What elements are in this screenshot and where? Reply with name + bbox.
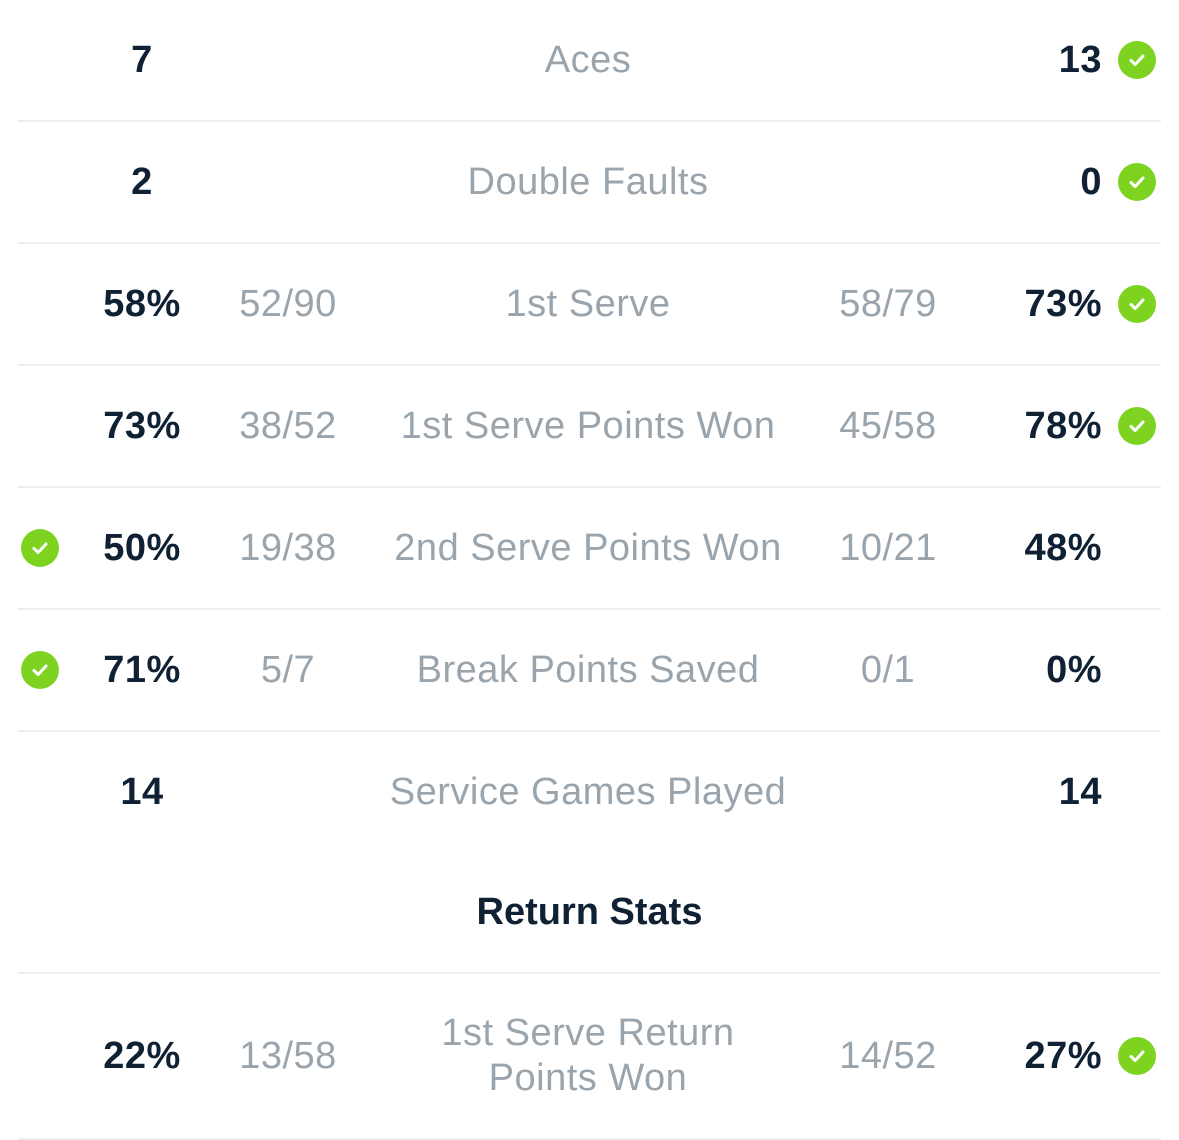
stat-label: Aces xyxy=(544,38,632,81)
right-player-value: 0 xyxy=(1080,160,1102,203)
stat-row-break-points-saved: 71% 5/7 Break Points Saved 0/1 0% xyxy=(18,610,1161,732)
right-player-value: 14 xyxy=(1058,770,1102,813)
left-player-value: 2 xyxy=(131,160,153,203)
right-player-detail: 45/58 xyxy=(839,404,937,447)
right-player-value: 78% xyxy=(1024,404,1102,447)
left-player-value: 73% xyxy=(103,404,181,447)
left-player-value: 58% xyxy=(103,282,181,325)
check-circle-icon xyxy=(1118,163,1156,201)
right-player-detail: 10/21 xyxy=(839,526,937,569)
right-player-detail: 58/79 xyxy=(839,282,937,325)
right-player-detail: 14/52 xyxy=(839,1034,937,1077)
stat-label: 1st Serve xyxy=(505,282,671,325)
stat-row-first-serve-points-won: 73% 38/52 1st Serve Points Won 45/58 78% xyxy=(18,366,1161,488)
right-player-value: 73% xyxy=(1024,282,1102,325)
stat-row-second-serve-points-won: 50% 19/38 2nd Serve Points Won 10/21 48% xyxy=(18,488,1161,610)
stat-label-line-2: Points Won xyxy=(488,1057,688,1099)
left-player-value: 50% xyxy=(103,526,181,569)
check-circle-icon xyxy=(1118,1037,1156,1075)
left-player-value: 14 xyxy=(120,770,164,813)
right-player-value: 48% xyxy=(1024,526,1102,569)
right-player-value: 27% xyxy=(1024,1034,1102,1077)
stat-label-line-1: 1st Serve Return xyxy=(441,1012,735,1054)
left-player-detail: 19/38 xyxy=(239,526,337,569)
left-player-detail: 52/90 xyxy=(239,282,337,325)
left-player-value: 7 xyxy=(131,38,153,81)
check-circle-icon xyxy=(21,651,59,689)
stat-row-first-serve: 58% 52/90 1st Serve 58/79 73% xyxy=(18,244,1161,366)
right-player-value: 0% xyxy=(1046,648,1102,691)
stat-row-service-games-played: 14 Service Games Played 14 xyxy=(18,732,1161,852)
left-player-detail: 13/58 xyxy=(239,1034,337,1077)
left-player-detail: 38/52 xyxy=(239,404,337,447)
stat-label: Service Games Played xyxy=(389,770,787,813)
stat-row-aces: 7 Aces 13 xyxy=(18,0,1161,122)
stat-label: Double Faults xyxy=(467,160,709,203)
check-circle-icon xyxy=(1118,407,1156,445)
stat-row-first-serve-return-points-won: 22% 13/58 1st Serve Return Points Won 14… xyxy=(18,974,1161,1140)
left-player-detail: 5/7 xyxy=(260,648,316,691)
stat-row-double-faults: 2 Double Faults 0 xyxy=(18,122,1161,244)
left-player-value: 71% xyxy=(103,648,181,691)
left-player-value: 22% xyxy=(103,1034,181,1077)
stat-label: Break Points Saved xyxy=(416,648,760,691)
stat-label: 1st Serve Return Points Won xyxy=(348,974,828,1138)
section-title-return-stats: Return Stats xyxy=(18,852,1161,974)
check-circle-icon xyxy=(21,529,59,567)
stat-label: 2nd Serve Points Won xyxy=(394,526,782,569)
check-circle-icon xyxy=(1118,41,1156,79)
stat-label: 1st Serve Points Won xyxy=(400,404,776,447)
check-circle-icon xyxy=(1118,285,1156,323)
right-player-detail: 0/1 xyxy=(860,648,916,691)
right-player-value: 13 xyxy=(1058,38,1102,81)
